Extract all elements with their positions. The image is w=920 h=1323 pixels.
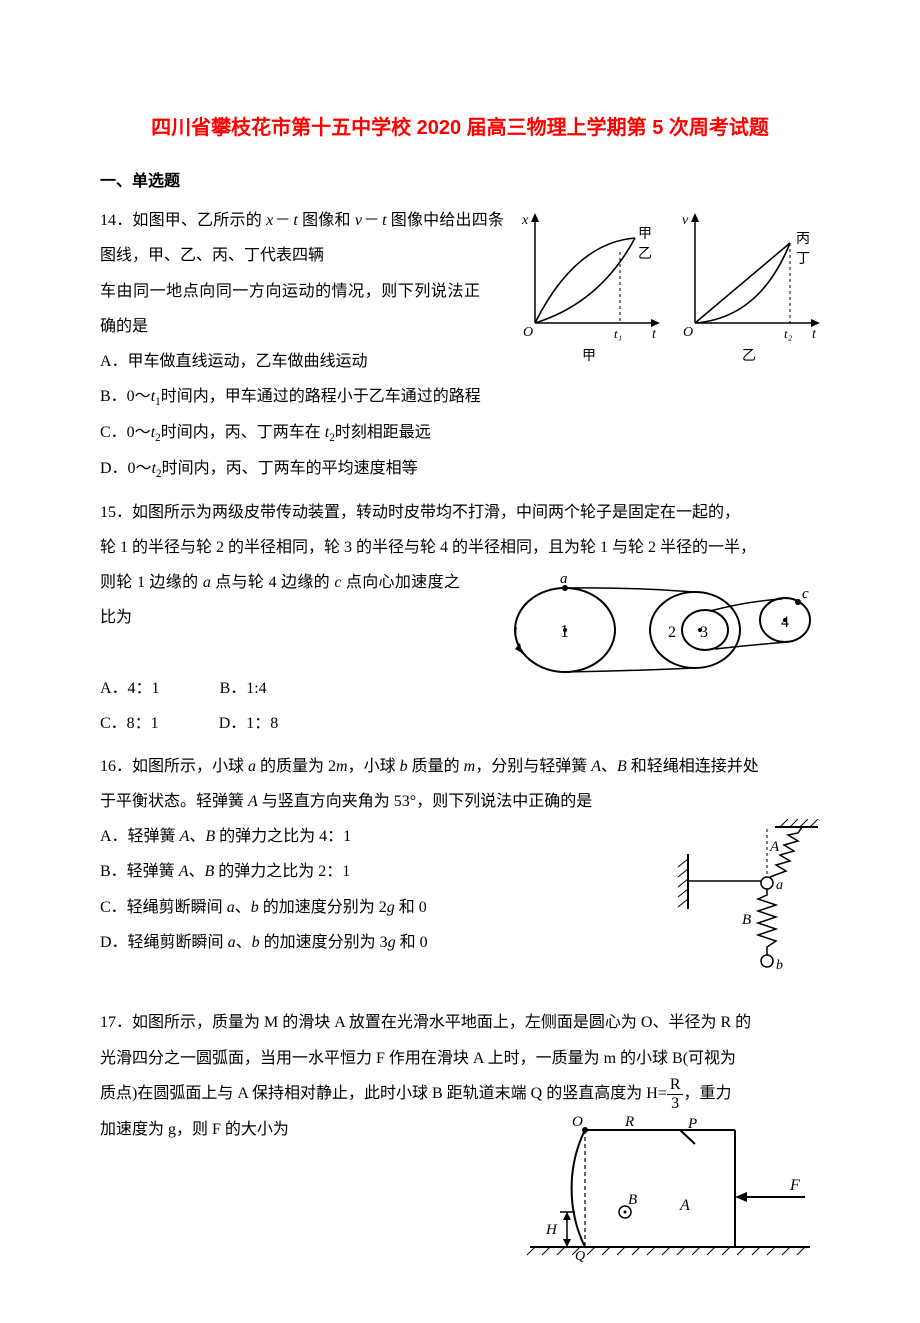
q15-stem-3: 则轮 1 边缘的 a 点与轮 4 边缘的 c 点向心加速度之比为: [100, 565, 460, 635]
q15-figure: 1 a 2 3 4 c: [500, 565, 820, 698]
question-16: 16．如图所示，小球 a 的质量为 2m，小球 b 质量的 m，分别与轻弹簧 A…: [100, 749, 820, 998]
svg-text:a: a: [560, 571, 568, 587]
question-15: 15．如图所示为两级皮带传动装置，转动时皮带均不打滑，中间两个轮子是固定在一起的…: [100, 495, 820, 741]
q14-stem-2: 车由同一地点向同一方向运动的情况，则下列说法正确的是: [100, 274, 480, 344]
svg-text:H: H: [545, 1222, 558, 1238]
svg-text:乙: 乙: [638, 246, 652, 262]
q15-opt-c: C．8：1: [100, 706, 159, 741]
svg-text:t: t: [652, 327, 657, 342]
svg-text:t₂: t₂: [784, 326, 793, 341]
svg-text:4: 4: [781, 614, 789, 631]
svg-text:甲: 甲: [638, 227, 652, 242]
svg-text:B: B: [742, 912, 751, 928]
svg-text:F: F: [789, 1177, 800, 1194]
q17-figure: O R P B A F H Q: [520, 1112, 820, 1275]
svg-text:O: O: [572, 1114, 583, 1130]
svg-text:v: v: [682, 213, 689, 228]
q17-stem-1: 17．如图所示，质量为 M 的滑块 A 放置在光滑水平地面上，左侧面是圆心为 O…: [100, 1005, 820, 1040]
q17-stem-3: 质点)在圆弧面上与 A 保持相对静止，此时小球 B 距轨道末端 Q 的竖直高度为…: [100, 1076, 820, 1112]
svg-text:c: c: [802, 586, 809, 602]
svg-text:t: t: [812, 327, 817, 342]
q15-stem-2: 轮 1 的半径与轮 2 的半径相同，轮 3 的半径与轮 4 的半径相同，且为轮 …: [100, 530, 820, 565]
text: 14．如图甲、乙所示的: [100, 212, 266, 229]
text: 图像和: [302, 212, 355, 229]
q14-opt-d: D．0～t2时间内，丙、丁两车的平均速度相等: [100, 451, 820, 487]
svg-text:丁: 丁: [796, 252, 810, 267]
svg-text:R: R: [624, 1114, 634, 1130]
svg-text:O: O: [523, 325, 533, 340]
q16-stem-1: 16．如图所示，小球 a 的质量为 2m，小球 b 质量的 m，分别与轻弹簧 A…: [100, 749, 820, 784]
question-14: x 甲 乙 O t₁ t 甲 v 丙 丁: [100, 203, 820, 486]
q15-opt-a: A．4：1: [100, 671, 160, 706]
svg-text:B: B: [628, 1192, 637, 1208]
svg-text:t₁: t₁: [614, 326, 622, 341]
svg-text:P: P: [687, 1116, 697, 1132]
q17-stem-2: 光滑四分之一圆弧面，当用一水平恒力 F 作用在滑块 A 上时，一质量为 m 的小…: [100, 1041, 820, 1076]
svg-text:丙: 丙: [796, 232, 810, 247]
svg-text:Q: Q: [575, 1249, 585, 1262]
page-title: 四川省攀枝花市第十五中学校 2020 届高三物理上学期第 5 次周考试题: [100, 110, 820, 146]
q16-figure: A a B b: [670, 819, 820, 997]
q14-opt-c: C．0～t2时间内，丙、丁两车在 t2时刻相距最远: [100, 415, 820, 451]
svg-text:3: 3: [700, 624, 708, 641]
q15-opt-b: B．1:4: [220, 671, 267, 706]
svg-text:乙: 乙: [742, 348, 756, 364]
q15-stem-1: 15．如图所示为两级皮带传动装置，转动时皮带均不打滑，中间两个轮子是固定在一起的…: [100, 495, 820, 530]
svg-text:1: 1: [560, 621, 569, 641]
svg-text:a: a: [776, 878, 783, 893]
svg-text:A: A: [769, 839, 780, 855]
question-17: 17．如图所示，质量为 M 的滑块 A 放置在光滑水平地面上，左侧面是圆心为 O…: [100, 1005, 820, 1275]
q16-stem-2: 于平衡状态。轻弹簧 A 与竖直方向夹角为 53°，则下列说法中正确的是: [100, 784, 820, 819]
svg-text:A: A: [679, 1197, 690, 1214]
q15-opt-d: D．1：8: [219, 706, 279, 741]
section-heading-1: 一、单选题: [100, 164, 820, 199]
q14-figure: x 甲 乙 O t₁ t 甲 v 丙 丁: [510, 203, 820, 391]
svg-text:O: O: [683, 325, 693, 340]
svg-text:甲: 甲: [582, 349, 596, 364]
svg-text:2: 2: [668, 624, 676, 641]
svg-text:b: b: [776, 958, 783, 973]
svg-text:x: x: [521, 213, 529, 228]
